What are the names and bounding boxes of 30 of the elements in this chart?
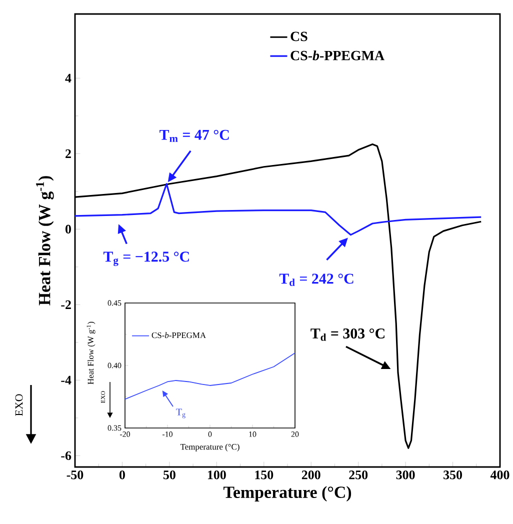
x-tick-label: 250 — [349, 470, 368, 480]
annotation: T$_{m}$ = 47 °C — [160, 130, 229, 142]
y-tick-label: 4 — [65, 74, 72, 82]
x-tick-label: 350 — [444, 470, 462, 480]
x-axis-title: Temperature (°C) — [223, 486, 352, 502]
x-tick-label: -50 — [66, 470, 84, 480]
x-tick-label: 300 — [396, 470, 415, 480]
annotation: T$_{d}$ = 303 °C — [310, 328, 384, 341]
y-axis-title: Heat Flow (W g$^{-1}$) — [86, 322, 96, 384]
line-series — [125, 352, 295, 400]
legend-label: CS — [290, 32, 308, 42]
y-tick-label: -4 — [61, 376, 72, 384]
line-series — [75, 183, 482, 236]
x-axis-title: Temperature (°C) — [180, 444, 240, 452]
y-tick-label: 0 — [66, 224, 71, 234]
annotation: T$_{g}$ = −12.5 °C — [103, 252, 189, 266]
x-tick-label: 50 — [163, 470, 176, 480]
x-tick-label: 400 — [490, 470, 510, 480]
y-tick-label: -2 — [61, 300, 71, 309]
x-tick-label: 100 — [208, 470, 226, 480]
y-axis-title: Heat Flow (W g$^{-1}$) — [36, 176, 54, 306]
x-tick-label: 200 — [302, 470, 320, 480]
text: EXO — [15, 394, 23, 416]
legend-label: CS-b-PPEGMA — [290, 50, 384, 60]
annotation: T$_{d}$ = 242 °C — [279, 274, 354, 286]
annotation: T$_{g}$ — [176, 408, 186, 418]
y-tick-label: 2 — [66, 149, 71, 158]
x-tick-label: 150 — [255, 470, 274, 480]
legend-label: CS-b-PPEGMA — [152, 332, 206, 338]
y-tick-label: -6 — [61, 451, 72, 460]
